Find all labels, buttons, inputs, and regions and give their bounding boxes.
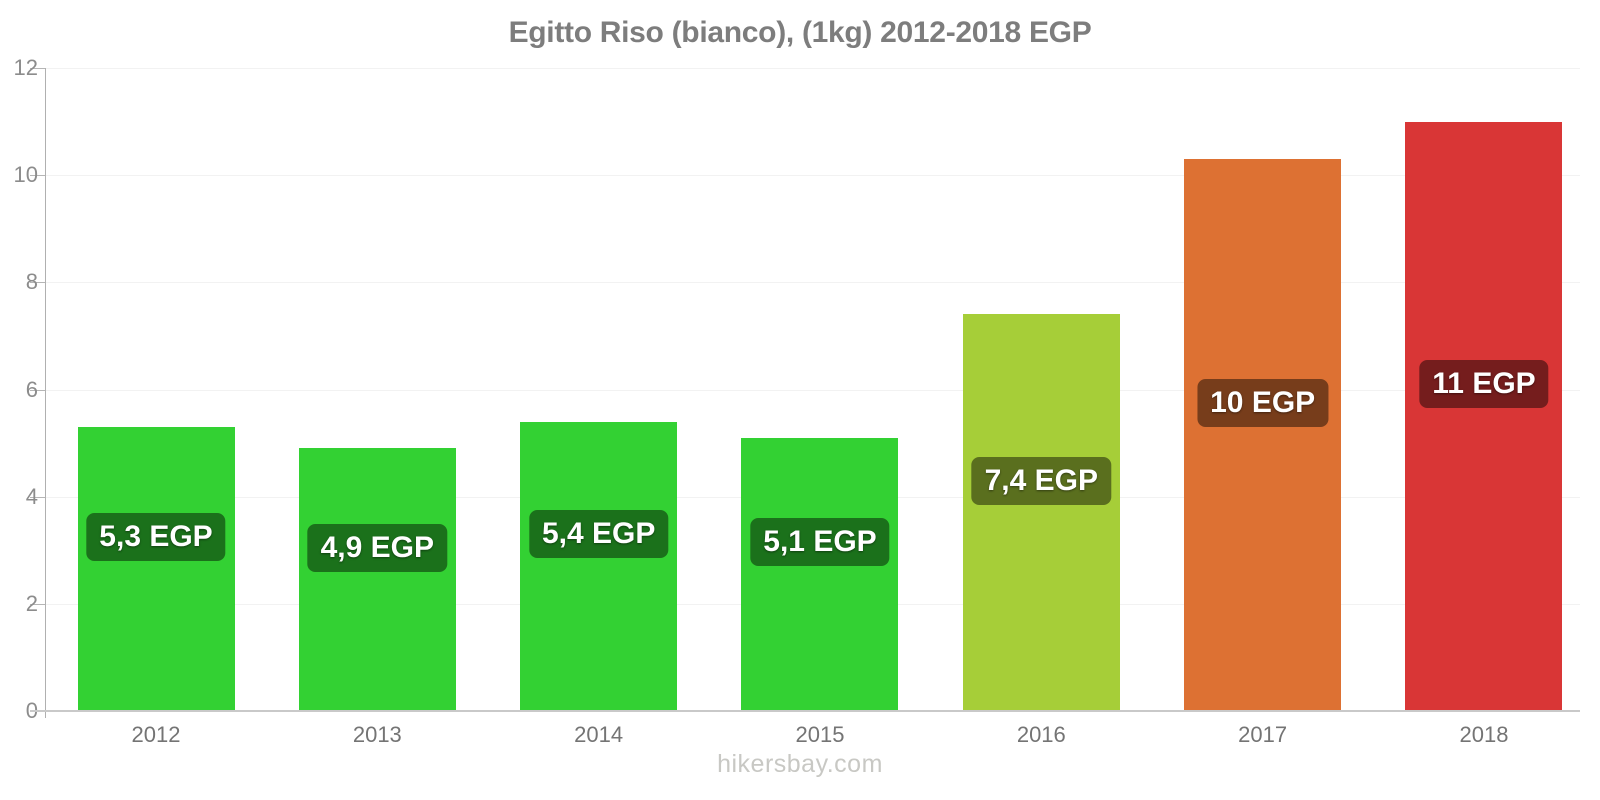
y-axis-line [45,68,46,718]
y-axis-label: 2 [25,590,38,616]
x-axis-label: 2018 [1459,722,1509,747]
bar-value-label: 10 EGP [1197,379,1329,428]
bar-2013: 4,9 EGP [298,448,456,711]
x-axis-label: 2013 [352,722,402,747]
x-axis-label: 2014 [574,722,624,747]
bar-value-label: 7,4 EGP [971,456,1112,505]
y-axis-tick [30,389,45,391]
y-axis-label: 6 [25,376,38,402]
bar-2017: 10 EGP [1184,159,1342,711]
bar-value-label: 11 EGP [1419,360,1549,409]
gridline [46,68,1580,69]
y-axis-label: 10 [13,162,38,188]
y-axis-tick [30,603,45,605]
bar-2015: 5,1 EGP [741,437,899,711]
watermark: hikersbay.com [717,750,883,778]
gridline [46,282,1580,284]
bar-2014: 5,4 EGP [520,421,678,711]
bar-2018: 11 EGP [1405,121,1563,711]
x-axis-label: 2016 [1016,722,1066,747]
x-axis-line [30,710,1580,712]
y-axis-tick [30,496,45,498]
x-axis-label: 2015 [795,722,845,747]
x-axis-label: 2017 [1238,722,1288,747]
y-axis-tick [30,68,45,69]
gridline [46,389,1580,391]
bar-value-label: 5,3 EGP [86,512,226,561]
bar-value-label: 4,9 EGP [307,523,448,572]
y-axis-tick [30,282,45,284]
bar-2012: 5,3 EGP [77,427,235,711]
gridline [46,175,1580,177]
bar-2016: 7,4 EGP [962,314,1120,711]
bar-value-label: 5,4 EGP [528,510,669,559]
bar-value-label: 5,1 EGP [750,518,890,567]
y-axis-label: 8 [25,269,38,295]
y-axis-label: 4 [25,483,38,509]
chart-title: Egitto Riso (bianco), (1kg) 2012-2018 EG… [508,16,1092,49]
y-axis-label: 12 [13,55,38,80]
y-axis-tick [30,175,45,177]
x-axis-label: 2012 [131,722,181,747]
